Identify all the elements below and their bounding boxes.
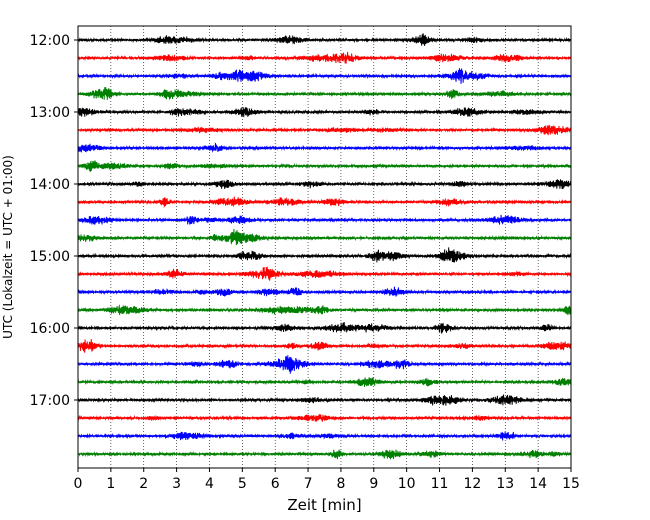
trace-1200 bbox=[77, 33, 572, 46]
trace-1630 bbox=[77, 355, 572, 374]
trace-1230 bbox=[77, 68, 572, 84]
x-axis-label: Zeit [min] bbox=[287, 496, 361, 514]
x-tick-label: 2 bbox=[139, 476, 148, 492]
plot-frame bbox=[77, 25, 572, 469]
y-tick-label: 12:00 bbox=[30, 33, 70, 49]
trace-1345 bbox=[77, 160, 572, 172]
trace-1315 bbox=[77, 125, 572, 136]
trace-1645 bbox=[77, 377, 572, 388]
y-tick-label: 17:00 bbox=[30, 393, 70, 409]
trace-1515 bbox=[77, 266, 572, 281]
x-tick-label: 7 bbox=[304, 476, 313, 492]
x-tick-label: 11 bbox=[431, 476, 449, 492]
x-tick-label: 9 bbox=[369, 476, 378, 492]
x-tick-label: 10 bbox=[398, 476, 416, 492]
trace-1445 bbox=[77, 228, 572, 246]
x-tick-label: 6 bbox=[271, 476, 280, 492]
trace-1400 bbox=[77, 179, 572, 190]
trace-1330 bbox=[77, 142, 572, 153]
trace-1245 bbox=[77, 87, 572, 100]
y-tick-label: 15:00 bbox=[30, 249, 70, 265]
x-axis: 0 1 2 3 4 5 6 7 8 9 10 11 12 13 14 15 bbox=[74, 468, 580, 492]
x-tick-label: 4 bbox=[205, 476, 214, 492]
trace-1700 bbox=[77, 394, 572, 406]
x-tick-label: 15 bbox=[562, 476, 580, 492]
trace-1215 bbox=[77, 51, 572, 64]
y-tick-label: 13:00 bbox=[30, 105, 70, 121]
trace-1300 bbox=[77, 107, 572, 118]
trace-1600 bbox=[77, 322, 572, 335]
trace-1730 bbox=[77, 431, 572, 441]
trace-1530 bbox=[77, 286, 572, 297]
x-tick-label: 5 bbox=[238, 476, 247, 492]
x-tick-label: 3 bbox=[172, 476, 181, 492]
trace-1500 bbox=[77, 247, 572, 263]
trace-1715 bbox=[77, 414, 572, 422]
x-tick-label: 12 bbox=[463, 476, 481, 492]
y-tick-label: 16:00 bbox=[30, 321, 70, 337]
trace-1415 bbox=[77, 196, 572, 209]
y-tick-label: 14:00 bbox=[30, 177, 70, 193]
x-tick-label: 13 bbox=[496, 476, 514, 492]
x-tick-label: 0 bbox=[74, 476, 83, 492]
trace-1545 bbox=[77, 304, 572, 316]
trace-1745 bbox=[77, 449, 572, 460]
x-tick-label: 1 bbox=[106, 476, 115, 492]
trace-1430 bbox=[77, 214, 572, 225]
traces-group bbox=[77, 33, 572, 460]
x-tick-label: 14 bbox=[529, 476, 547, 492]
trace-1615 bbox=[77, 339, 572, 353]
y-axis: 12:00 13:00 14:00 15:00 16:00 17:00 bbox=[30, 33, 78, 409]
x-tick-label: 8 bbox=[336, 476, 345, 492]
y-axis-label: UTC (Lokalzeit = UTC + 01:00) bbox=[1, 155, 15, 339]
